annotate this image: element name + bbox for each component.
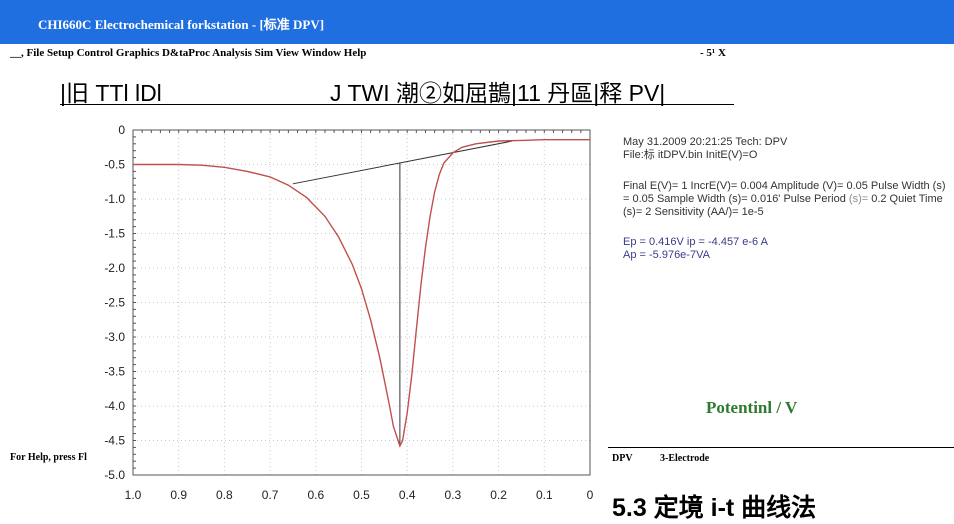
status-technique: DPV [612,453,633,464]
x-tick-label: 1.0 [125,488,142,502]
x-tick-label: 0 [587,488,594,502]
file-line: File:标 itDPV.bin InitE(V)=O [623,149,758,161]
toolbar[interactable]: |旧 TTl lDl J TWI 潮②如屈鵲|11 丹區|释 PV| [60,70,734,106]
y-tick-label: -3.0 [104,330,125,344]
toolbar-right-buttons[interactable]: J TWI 潮②如屈鵲|11 丹區|释 PV| [330,80,666,106]
menu-bar[interactable]: __, File Setup Control Graphics D&taProc… [0,44,954,64]
params-text-a: Final E(V)= 1 IncrE(V)= 0.004 Amplitude … [623,180,946,205]
status-electrode: 3-Electrode [660,453,710,464]
peak-potential-current: Ep = 0.416V ip = -4.457 e-6 A [623,236,768,248]
y-tick-label: -1.0 [104,192,125,206]
x-tick-label: 0.2 [490,488,507,502]
baseline-line [292,140,513,185]
y-tick-label: -5.0 [104,468,125,482]
y-tick-label: -3.5 [104,365,125,379]
y-tick-label: -1.5 [104,227,125,241]
peak-area: Ap = -5.976e-7VA [623,249,710,261]
x-axis-label: Potentinl / V [706,398,798,417]
params-text-b: 0.2 Quiet Time (s)= 2 Sensitivity (AA/)=… [623,193,943,218]
y-tick-label: -2.0 [104,261,125,275]
status-bar: DPV 3-Electrode [608,447,954,468]
x-tick-label: 0.9 [170,488,187,502]
y-tick-label: -4.0 [104,399,125,413]
y-tick-label: -4.5 [104,434,125,448]
voltammogram-chart: 1.0 0.9 0.8 0.7 0.6 0.5 0.4 0.3 0.2 0.1 0 0 -0.5 -1.0… [104,123,594,502]
x-tick-label: 0.7 [262,488,279,502]
status-help: For Help, press Fl [10,452,87,463]
toolbar-left-buttons[interactable]: |旧 TTl lDl [60,80,162,106]
y-tick-label: -0.5 [104,158,125,172]
x-tick-label: 0.3 [445,488,462,502]
date-technique-line: May 31.2009 20:21:25 Tech: DPV [623,136,788,148]
x-tick-label: 0.8 [216,488,233,502]
series-line [133,139,590,448]
y-tick-label: -2.5 [104,296,125,310]
experiment-header: May 31.2009 20:21:25 Tech: DPV File:标 it… [623,136,953,162]
x-tick-label: 0.1 [536,488,553,502]
window-title: CHI660C Electrochemical forkstation - [标… [38,17,325,32]
y-tick-label: 0 [118,123,125,137]
x-tick-label: 0.5 [353,488,370,502]
params-text-muted: (s)= [848,193,869,205]
menu-items[interactable]: __, File Setup Control Graphics D&taProc… [10,47,367,59]
x-tick-label: 0.4 [399,488,416,502]
x-tick-label: 0.6 [307,488,324,502]
window-controls[interactable]: - 5¹ X [700,47,726,59]
title-bar: CHI660C Electrochemical forkstation - [标… [0,0,954,44]
experiment-parameters: Final E(V)= 1 IncrE(V)= 0.004 Amplitude … [623,180,953,219]
peak-results: Ep = 0.416V ip = -4.457 e-6 A Ap = -5.97… [623,236,953,262]
section-caption: 5.3 定境 i-t 曲线法 [612,494,817,522]
